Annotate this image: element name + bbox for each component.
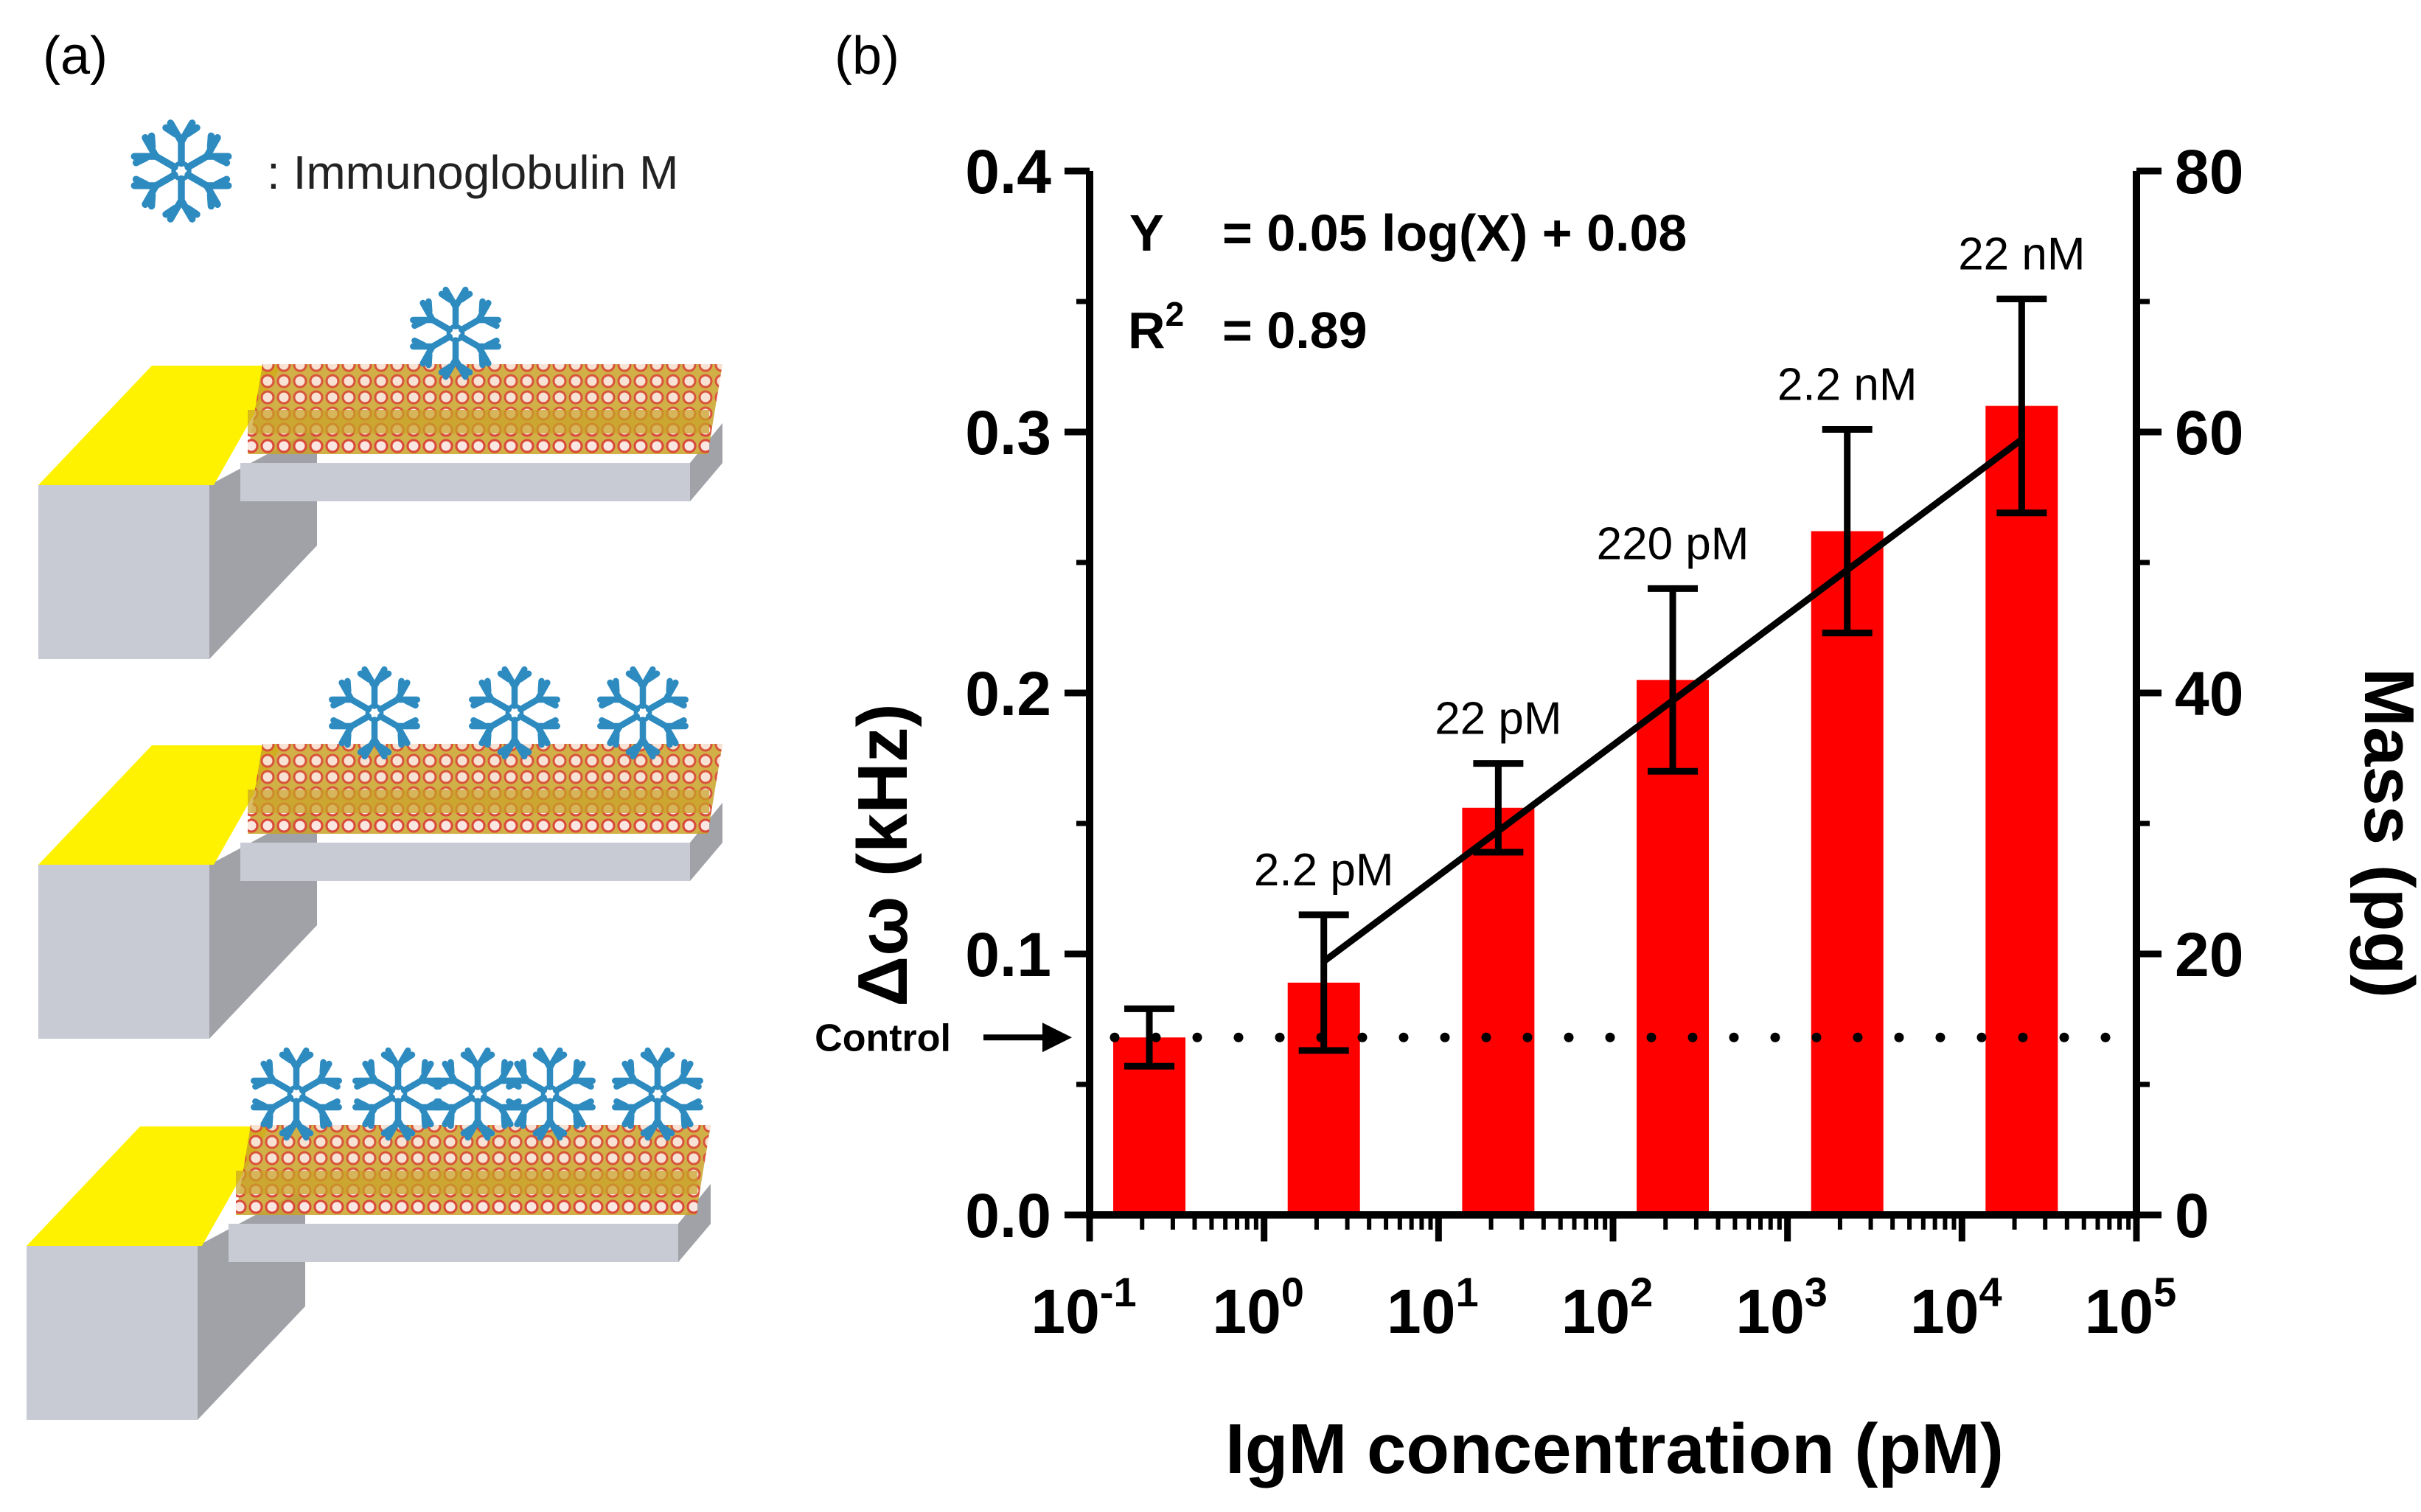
fit-line-group	[1322, 436, 2024, 964]
legend-label: : Immunoglobulin M	[267, 146, 678, 199]
x-tick-exp-2: 1	[1455, 1269, 1478, 1315]
antibody-icon	[505, 1051, 594, 1138]
x-axis-title: IgM concentration (pM)	[1225, 1410, 2004, 1488]
cantilever-side	[690, 423, 722, 501]
cantilever-side	[678, 1184, 711, 1262]
antibody-icon	[411, 290, 500, 377]
antibody-icon	[330, 669, 419, 756]
y-tick-label-1: 0.1	[965, 920, 1051, 989]
x-tick-exp-5: 4	[1979, 1269, 2002, 1315]
x-tick-base-5: 10	[1910, 1277, 1979, 1346]
bar-4	[1811, 531, 1884, 1215]
antibody-icon	[613, 1051, 702, 1138]
fit-line	[1322, 436, 2024, 964]
bars-group	[1113, 405, 2058, 1215]
base-block-front	[27, 1246, 198, 1420]
bar-labels-group: 2.2 pM 22 pM 220 pM 2.2 nM 22 nM	[1254, 229, 2086, 895]
x-tick-base-3: 10	[1561, 1277, 1630, 1346]
r-exp: 2	[1166, 295, 1185, 333]
y-tick-label-3: 0.3	[965, 398, 1051, 467]
control-arrow-head	[1042, 1022, 1072, 1053]
atom-lattice-bottom	[248, 813, 709, 834]
x-tick-base-2: 10	[1387, 1277, 1455, 1346]
control-label: Control	[815, 1017, 951, 1059]
device-medium-concentration	[38, 669, 722, 1039]
device-high-concentration	[27, 1051, 711, 1420]
antibody-icon	[470, 669, 559, 756]
cantilever-front	[229, 1184, 711, 1262]
x-tick-label-3: 102	[1561, 1269, 1654, 1346]
base-block-front	[38, 865, 209, 1039]
x-tick-label-5: 104	[1910, 1269, 2002, 1346]
base-block-front	[38, 485, 209, 659]
x-tick-exp-0: -1	[1100, 1269, 1137, 1315]
x-tick-exp-4: 3	[1805, 1269, 1828, 1315]
antibody-icon	[433, 1051, 522, 1138]
bar-label-1: 2.2 pM	[1254, 845, 1394, 896]
r-squared-value: = 0.89	[1222, 302, 1368, 359]
x-tick-base-0: 10	[1031, 1277, 1099, 1346]
y-tick-label-0: 0.0	[965, 1181, 1051, 1250]
device-low-concentration	[38, 290, 722, 659]
x-tick-label-4: 103	[1735, 1269, 1828, 1346]
antibody-icon	[598, 669, 687, 756]
cantilever-front	[240, 423, 722, 501]
equation-text: = 0.05 log(X) + 0.08	[1222, 204, 1687, 262]
y2-tick-label-4: 80	[2175, 137, 2243, 206]
r-base: R	[1128, 302, 1166, 359]
y-tick-label-2: 0.2	[965, 659, 1051, 728]
electrode-pad	[38, 366, 282, 485]
x-tick-exp-3: 2	[1630, 1269, 1653, 1315]
antibody-icon	[353, 1051, 442, 1138]
bar-label-3: 220 pM	[1597, 518, 1749, 569]
mid-layer	[248, 410, 709, 433]
bar-label-5: 22 nM	[1958, 229, 2085, 279]
antibody-icon	[132, 123, 231, 219]
control-group: Control	[815, 1017, 2133, 1059]
error-bars-group	[1124, 295, 2047, 1070]
x-tick-base-6: 10	[2085, 1277, 2153, 1346]
x-tick-label-2: 101	[1387, 1269, 1479, 1346]
y-tick-label-4: 0.4	[965, 137, 1051, 206]
electrode-pad	[38, 745, 282, 865]
panel-label-b: (b)	[835, 27, 899, 86]
y2-tick-label-1: 20	[2175, 920, 2243, 989]
cantilever-side	[690, 803, 722, 881]
x-tick-base-4: 10	[1735, 1277, 1804, 1346]
x-tick-label-1: 100	[1212, 1269, 1304, 1346]
legend: : Immunoglobulin M	[132, 123, 678, 219]
y2-tick-label-2: 40	[2175, 659, 2243, 728]
mid-layer	[236, 1171, 697, 1194]
panel-label-a: (a)	[43, 27, 108, 86]
electrode-pad	[27, 1126, 270, 1246]
x-tick-exp-1: 0	[1281, 1269, 1304, 1315]
x-tick-exp-6: 5	[2153, 1269, 2176, 1315]
cantilever-front	[240, 803, 722, 881]
atom-lattice-bottom	[236, 1194, 697, 1215]
mid-layer	[248, 790, 709, 813]
x-tick-label-6: 105	[2085, 1269, 2177, 1346]
atom-lattice-bottom	[248, 433, 709, 454]
bar-label-2: 22 pM	[1435, 694, 1561, 745]
y2-tick-label-0: 0	[2175, 1181, 2209, 1250]
y2-axis-title: Mass (pg)	[2349, 668, 2421, 998]
equation-y-label: Y	[1129, 204, 1164, 262]
bar-label-4: 2.2 nM	[1777, 359, 1917, 410]
x-tick-base-1: 10	[1212, 1277, 1281, 1346]
antibody-icon	[251, 1051, 341, 1138]
x-tick-label-0: 10-1	[1031, 1269, 1136, 1346]
cantilever-diagram	[27, 290, 722, 1420]
r-squared-label: R2	[1128, 295, 1184, 359]
bar-2	[1462, 807, 1535, 1215]
bar-5	[1985, 405, 2058, 1215]
y2-tick-label-3: 60	[2175, 398, 2243, 467]
y-axis-title: Δω (kHz)	[843, 703, 922, 1006]
